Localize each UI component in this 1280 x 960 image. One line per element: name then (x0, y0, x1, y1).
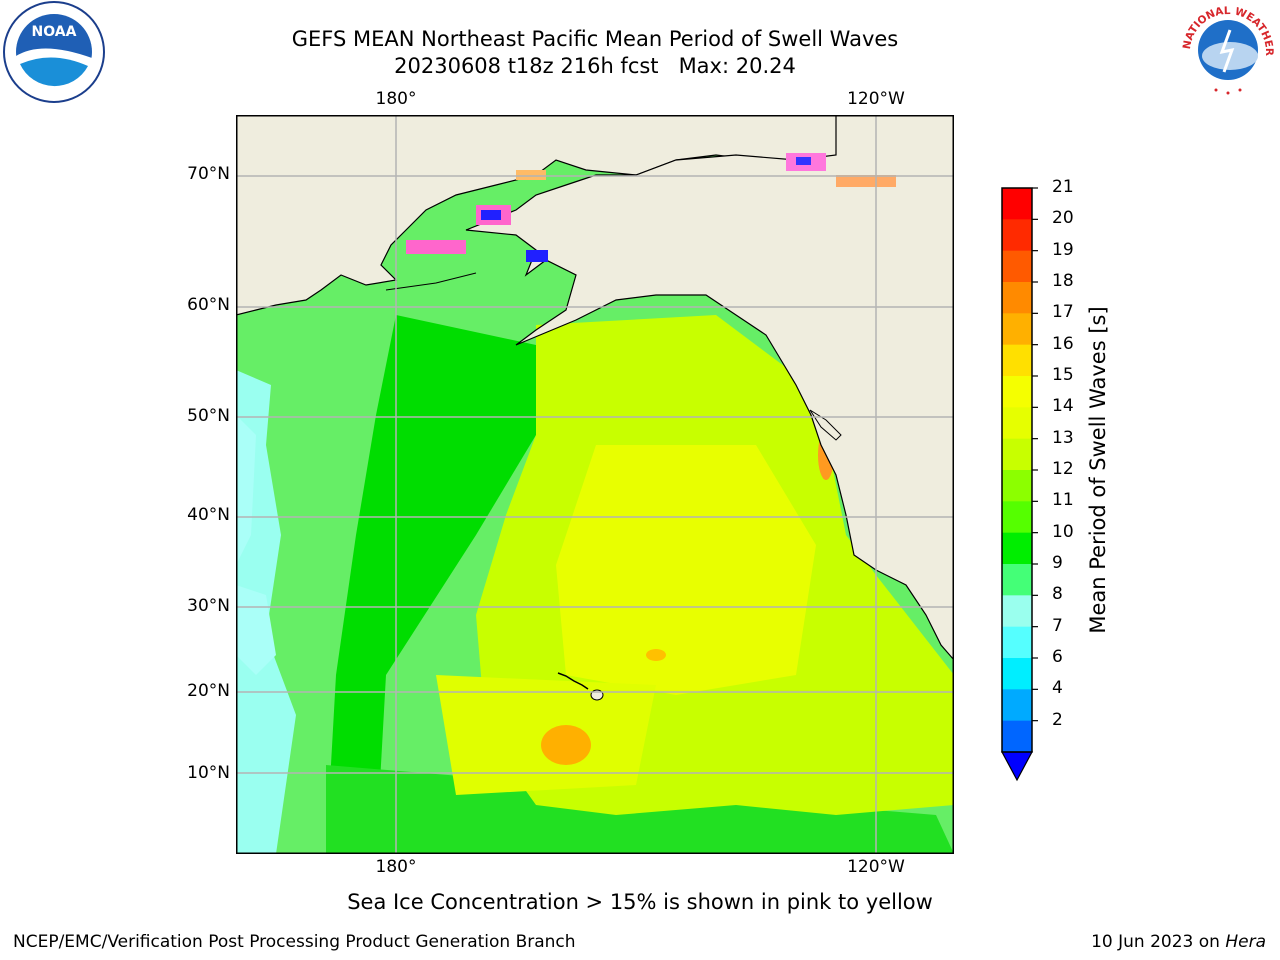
colorbar-tick-label: 11 (1052, 490, 1074, 511)
lat-label-20n: 20°N (187, 681, 230, 701)
chart-subtitle: 20230608 t18z 216h fcst Max: 20.24 (394, 54, 796, 78)
colorbar-cell (1002, 720, 1032, 753)
noaa-logo: NOAA (3, 1, 105, 103)
colorbar-tick-label: 19 (1052, 239, 1074, 260)
colorbar (1000, 187, 1038, 782)
colorbar-tick-label: 16 (1052, 333, 1074, 354)
lon-label-top-180: 180° (375, 89, 417, 109)
colorbar-tick-label: 9 (1052, 553, 1063, 573)
lat-label-50n: 50°N (187, 406, 230, 426)
colorbar-cell (1002, 626, 1032, 659)
colorbar-tick-label: 2 (1052, 709, 1063, 730)
colorbar-cell (1002, 376, 1032, 408)
colorbar-tick-label: 15 (1052, 365, 1074, 385)
colorbar-cell (1002, 501, 1032, 534)
colorbar-cell (1002, 188, 1032, 220)
lon-label-bottom-180: 180° (375, 857, 417, 877)
credit-text: NCEP/EMC/Verification Post Processing Pr… (13, 932, 576, 952)
colorbar-tick-label: 18 (1052, 271, 1074, 291)
colorbar-cell (1002, 282, 1032, 314)
nws-logo: NATIONAL WEATHER SERVICE (1178, 0, 1275, 97)
colorbar-cell (1002, 658, 1032, 690)
svg-text:NOAA: NOAA (32, 24, 77, 40)
colorbar-tick-label: 21 (1052, 177, 1074, 197)
date-stamp-date: 10 Jun 2023 on (1091, 932, 1226, 952)
colorbar-cell (1002, 219, 1032, 252)
colorbar-tick-label: 6 (1052, 647, 1063, 667)
sea-ice-note: Sea Ice Concentration > 15% is shown in … (347, 890, 933, 914)
colorbar-tick-label: 17 (1052, 302, 1074, 323)
colorbar-tick-label: 7 (1052, 615, 1063, 636)
colorbar-tick-label: 4 (1052, 678, 1063, 699)
colorbar-cell (1002, 250, 1032, 283)
chart-title: GEFS MEAN Northeast Pacific Mean Period … (291, 27, 899, 51)
date-stamp-host: Hera (1225, 932, 1266, 952)
lat-label-40n: 40°N (187, 505, 230, 525)
colorbar-tick-label: 13 (1052, 427, 1074, 448)
lon-label-bottom-120w: 120°W (847, 857, 905, 877)
colorbar-cell (1002, 564, 1032, 596)
lat-label-30n: 30°N (187, 596, 230, 616)
colorbar-tick-label: 12 (1052, 459, 1074, 479)
colorbar-cell (1002, 438, 1032, 471)
map-panel (236, 115, 954, 854)
colorbar-cell (1002, 470, 1032, 502)
lat-label-60n: 60°N (187, 295, 230, 315)
colorbar-cell (1002, 407, 1032, 440)
colorbar-cell (1002, 344, 1032, 377)
colorbar-cell (1002, 532, 1032, 565)
colorbar-tick-label: 10 (1052, 521, 1074, 542)
colorbar-title: Mean Period of Swell Waves [s] (1086, 306, 1110, 634)
lat-label-70n: 70°N (187, 164, 230, 184)
date-stamp: 10 Jun 2023 on Hera (1091, 932, 1266, 952)
colorbar-cell (1002, 313, 1032, 346)
colorbar-tick-label: 14 (1052, 396, 1074, 417)
colorbar-cell (1002, 689, 1032, 722)
colorbar-tick-label: 20 (1052, 208, 1074, 229)
colorbar-tick-label: 8 (1052, 584, 1063, 605)
lat-label-10n: 10°N (187, 763, 230, 783)
lon-label-top-120w: 120°W (847, 89, 905, 109)
colorbar-cell (1002, 595, 1032, 628)
